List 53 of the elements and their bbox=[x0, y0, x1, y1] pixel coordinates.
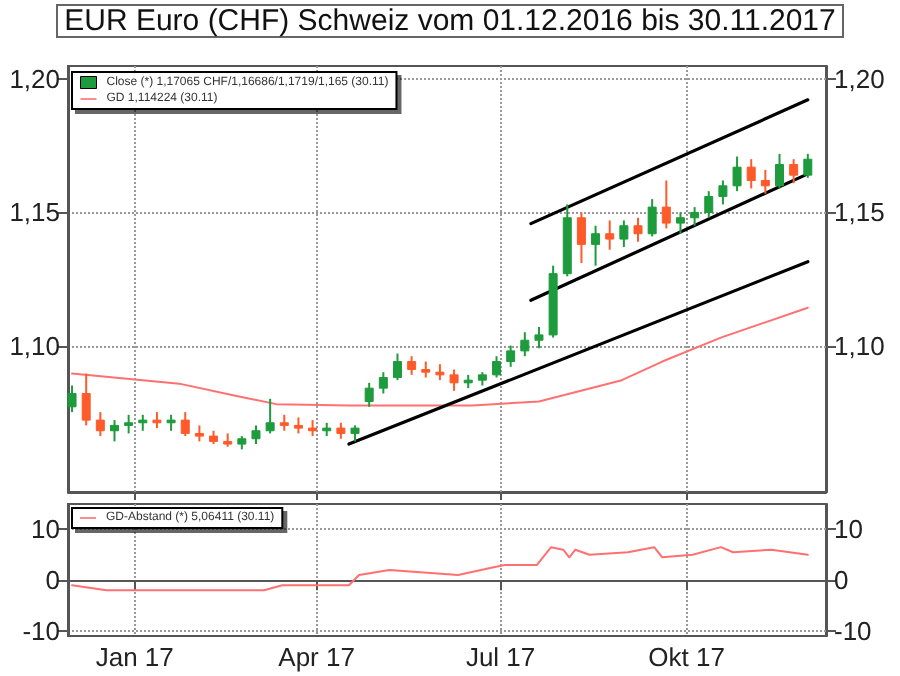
candlestick bbox=[661, 179, 671, 230]
line-series bbox=[71, 306, 809, 407]
y-tick-label: -10 bbox=[22, 615, 60, 646]
candlestick bbox=[407, 355, 417, 376]
candlestick bbox=[180, 411, 190, 438]
y-tick-label: 1,20 bbox=[9, 64, 60, 95]
candlestick bbox=[364, 381, 374, 408]
line-series bbox=[71, 546, 809, 592]
candlestick bbox=[619, 219, 629, 249]
y2-tick-label: 1,10 bbox=[834, 330, 885, 361]
candlestick bbox=[775, 152, 785, 190]
candlestick bbox=[789, 158, 799, 185]
y-tick-label: 1,15 bbox=[9, 197, 60, 228]
x-tick-label: Jan 17 bbox=[95, 642, 174, 672]
candlestick bbox=[803, 152, 813, 179]
candlestick bbox=[605, 219, 615, 251]
candlestick bbox=[591, 224, 601, 267]
candlestick bbox=[718, 179, 728, 206]
candlestick bbox=[576, 211, 586, 265]
candlestick bbox=[449, 368, 459, 392]
candlestick bbox=[690, 206, 700, 227]
candlestick bbox=[760, 168, 770, 195]
candlestick bbox=[492, 355, 502, 379]
candlestick bbox=[251, 424, 261, 446]
candlestick bbox=[675, 211, 685, 235]
candlestick bbox=[378, 371, 388, 395]
candlestick bbox=[67, 384, 77, 414]
candlestick bbox=[732, 155, 742, 193]
chart-title: EUR Euro (CHF) Schweiz vom 01.12.2016 bis 30.11.2017 bbox=[64, 4, 836, 38]
y2-tick-label: 0 bbox=[834, 565, 849, 596]
y2-tick-label: -10 bbox=[834, 615, 872, 646]
candlestick bbox=[534, 325, 544, 350]
x-tick-label: Apr 17 bbox=[278, 642, 355, 672]
candlestick bbox=[81, 372, 91, 427]
y2-tick-label: 1,20 bbox=[834, 64, 885, 95]
candlestick bbox=[520, 331, 530, 358]
x-tick-label: Okt 17 bbox=[648, 642, 725, 672]
y2-tick-label: 1,15 bbox=[834, 197, 885, 228]
x-tick-label: Jul 17 bbox=[465, 642, 536, 672]
y-tick-label: 10 bbox=[31, 514, 60, 545]
candlestick bbox=[746, 158, 756, 190]
candlestick bbox=[647, 198, 657, 238]
candlestick bbox=[95, 411, 105, 438]
candlestick bbox=[633, 216, 643, 243]
candlestick bbox=[704, 190, 714, 219]
candlestick bbox=[506, 344, 516, 368]
candlestick bbox=[265, 397, 275, 435]
y2-tick-label: 10 bbox=[834, 514, 863, 545]
candlestick bbox=[124, 413, 134, 435]
candlestick bbox=[109, 419, 119, 443]
candlestick bbox=[392, 352, 402, 382]
y-tick-label: 1,10 bbox=[9, 330, 60, 361]
y-tick-label: 0 bbox=[45, 565, 60, 596]
